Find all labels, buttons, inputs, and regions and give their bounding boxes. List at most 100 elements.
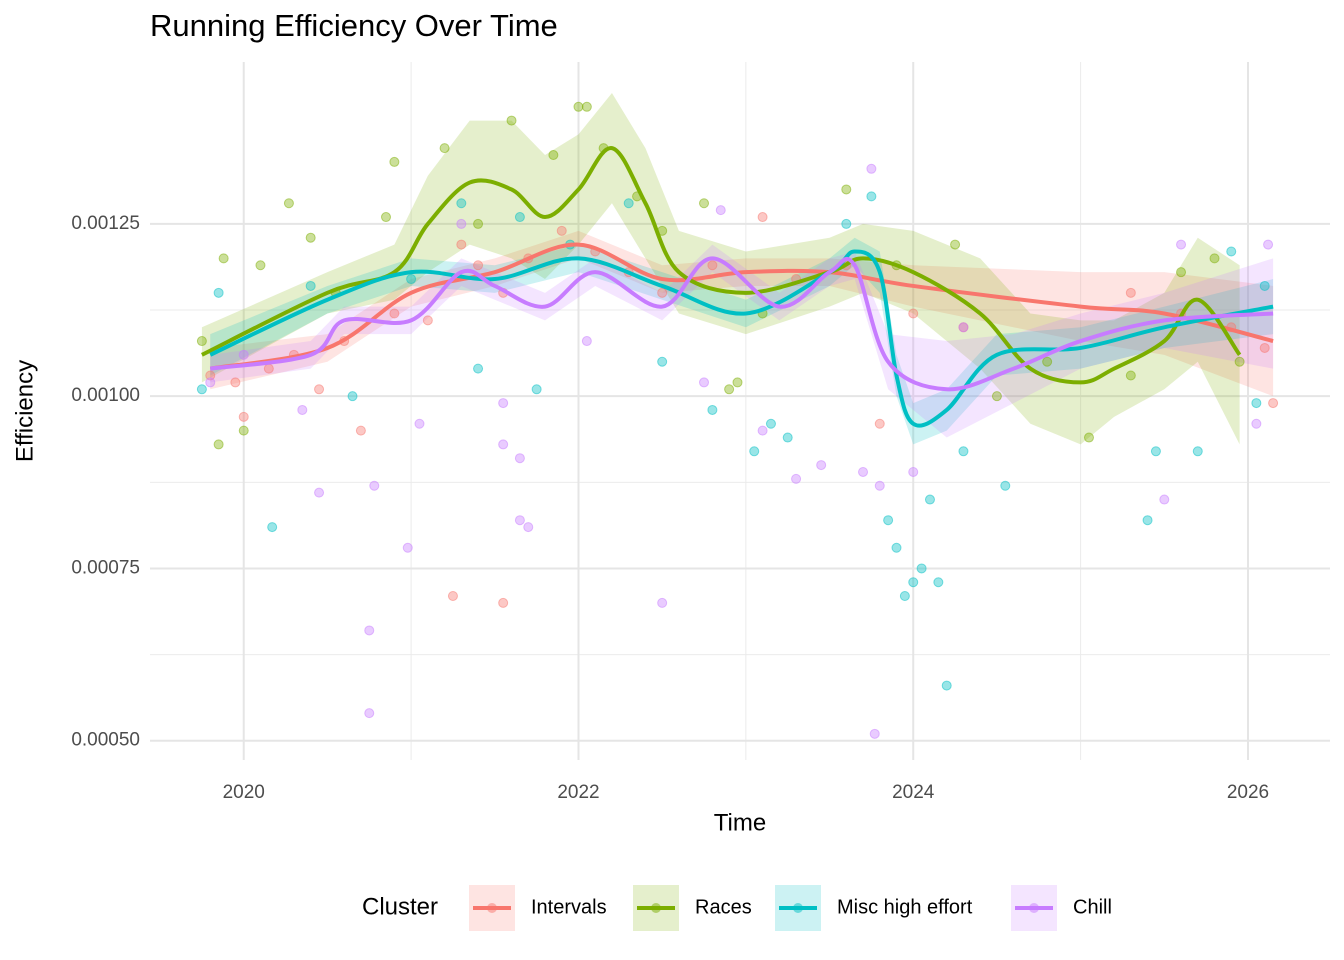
confidence-band	[210, 237, 1274, 445]
data-point	[1251, 398, 1262, 409]
data-point	[414, 418, 425, 429]
data-point	[933, 577, 944, 588]
data-point	[899, 591, 910, 602]
data-point	[782, 432, 793, 443]
legend-label: Misc high effort	[837, 896, 973, 918]
data-point	[1176, 239, 1187, 250]
data-point	[369, 480, 380, 491]
data-point	[866, 191, 877, 202]
data-point	[283, 198, 294, 209]
data-point	[1159, 494, 1170, 505]
smooth-line	[201, 146, 1242, 385]
data-point	[402, 542, 413, 553]
data-point	[447, 591, 458, 602]
data-point	[238, 411, 249, 422]
data-point	[657, 597, 668, 608]
data-point	[657, 356, 668, 367]
x-tick-label: 2024	[892, 782, 935, 803]
data-point	[891, 542, 902, 553]
data-point	[623, 198, 634, 209]
data-point	[1251, 418, 1262, 429]
confidence-band	[210, 244, 1274, 438]
data-point	[916, 563, 927, 574]
data-point	[1234, 356, 1245, 367]
data-point	[1209, 253, 1220, 264]
data-point	[715, 205, 726, 216]
points	[196, 101, 1279, 739]
x-axis-title: Time	[714, 809, 766, 836]
data-point	[1125, 287, 1136, 298]
data-point	[866, 163, 877, 174]
data-point	[218, 253, 229, 264]
x-tick-label: 2022	[557, 782, 599, 803]
data-point	[255, 260, 266, 271]
data-point	[381, 212, 391, 223]
data-point	[267, 522, 278, 533]
data-point	[1083, 432, 1094, 443]
legend-key-dot	[651, 903, 661, 913]
bands	[201, 93, 1274, 445]
data-point	[389, 308, 400, 319]
data-point	[841, 218, 852, 229]
data-point	[473, 260, 484, 271]
smooth-line	[209, 242, 1274, 371]
data-point	[841, 184, 852, 195]
legend-title: Cluster	[362, 893, 438, 920]
data-point	[456, 239, 467, 250]
data-point	[456, 198, 467, 209]
y-axis-title: Efficiency	[11, 360, 38, 462]
data-point	[883, 515, 894, 526]
y-tick-label: 0.00050	[71, 730, 140, 751]
data-point	[422, 315, 433, 326]
data-point	[213, 287, 224, 298]
data-point	[364, 708, 375, 719]
data-point	[869, 728, 880, 739]
data-point	[1268, 398, 1279, 409]
data-point	[297, 404, 308, 415]
data-point	[406, 274, 417, 285]
data-point	[1259, 280, 1270, 291]
data-point	[1142, 515, 1153, 526]
data-point	[1192, 446, 1203, 457]
data-point	[456, 218, 467, 229]
data-point	[958, 322, 969, 333]
data-point	[699, 198, 710, 209]
data-point	[1176, 267, 1187, 278]
data-point	[1000, 480, 1011, 491]
data-point	[305, 232, 316, 243]
data-point	[924, 494, 935, 505]
data-point	[908, 577, 919, 588]
data-point	[874, 480, 885, 491]
data-point	[757, 425, 768, 436]
data-point	[707, 404, 718, 415]
data-point	[347, 391, 358, 402]
data-point	[908, 308, 919, 319]
data-point	[874, 418, 885, 429]
data-point	[523, 522, 534, 533]
data-point	[389, 156, 400, 167]
data-point	[364, 625, 375, 636]
data-point	[196, 384, 207, 395]
x-tick-label: 2020	[223, 782, 265, 803]
data-point	[991, 391, 1002, 402]
grid	[150, 62, 1330, 760]
data-point	[531, 384, 542, 395]
data-point	[581, 101, 592, 112]
data-point	[573, 101, 584, 112]
data-point	[263, 363, 274, 374]
data-point	[514, 515, 525, 526]
data-point	[514, 453, 525, 464]
data-point	[473, 363, 484, 374]
data-point	[473, 218, 484, 229]
data-point	[732, 377, 743, 388]
data-point	[699, 377, 710, 388]
data-point	[749, 446, 760, 457]
data-point	[1259, 342, 1270, 353]
data-point	[506, 115, 517, 126]
data-point	[1150, 446, 1161, 457]
chart-title: Running Efficiency Over Time	[150, 8, 558, 43]
data-point	[1042, 356, 1053, 367]
data-point	[314, 384, 325, 395]
